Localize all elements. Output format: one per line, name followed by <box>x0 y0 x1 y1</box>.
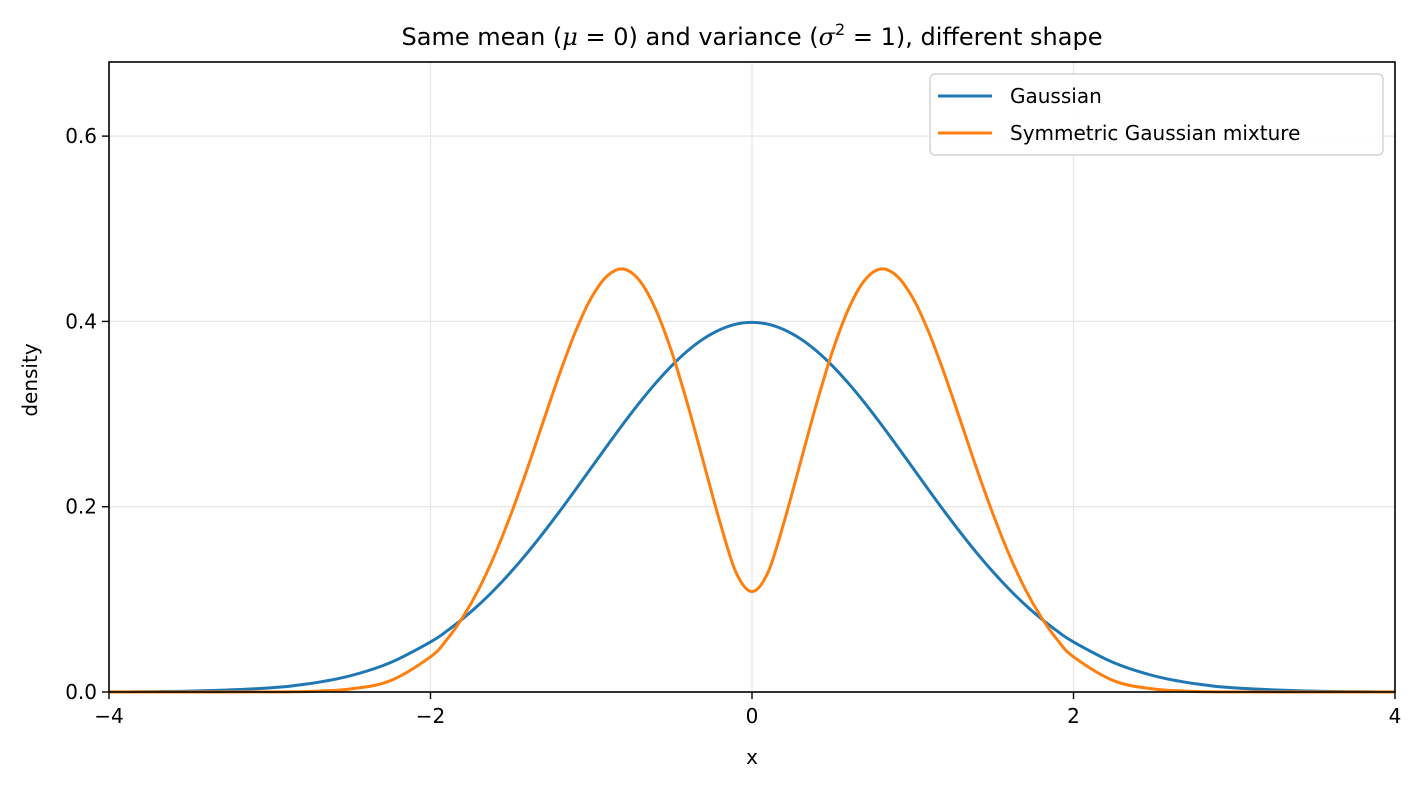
x-tick-label: 4 <box>1389 704 1402 728</box>
chart-title: Same mean (μ = 0) and variance (σ2 = 1),… <box>402 20 1103 51</box>
legend: Gaussian Symmetric Gaussian mixture <box>929 73 1384 156</box>
legend-box <box>929 73 1384 156</box>
x-tick-label: 2 <box>1067 704 1080 728</box>
y-tick-label: 0.6 <box>65 124 97 148</box>
series-line-gaussian <box>108 320 1396 694</box>
y-axis-label: density <box>18 343 42 416</box>
y-axis-ticks: 0.0 0.2 0.4 0.6 <box>65 124 109 704</box>
x-axis-ticks: −4 −2 0 2 4 <box>94 692 1401 728</box>
y-tick-label: 0.0 <box>65 680 97 704</box>
y-tick-label: 0.2 <box>65 495 97 519</box>
series-curves <box>108 267 1396 694</box>
legend-label-gaussian: Gaussian <box>1010 84 1102 108</box>
legend-label-symmetric-gaussian-mixture: Symmetric Gaussian mixture <box>1010 121 1300 145</box>
x-tick-label: −2 <box>416 704 445 728</box>
series-line-symmetric-gaussian-mixture <box>108 267 1396 694</box>
x-axis-label: x <box>746 745 758 769</box>
x-tick-label: −4 <box>94 704 123 728</box>
y-tick-label: 0.4 <box>65 309 97 333</box>
x-tick-label: 0 <box>746 704 759 728</box>
